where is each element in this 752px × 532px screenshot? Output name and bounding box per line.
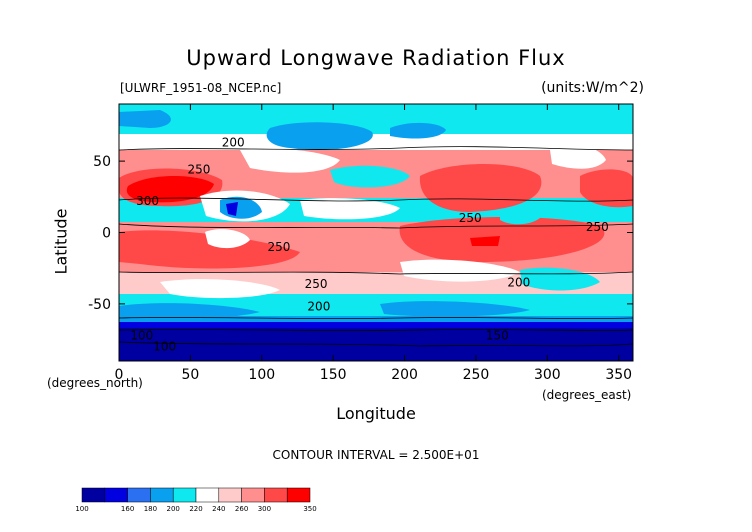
region-south-white-1	[160, 279, 280, 299]
region-south-blue-2	[380, 301, 530, 317]
region-south-pacific-white	[400, 259, 520, 282]
contour-label: 250	[586, 220, 609, 234]
x-tick-label: 350	[605, 367, 632, 383]
contour-line-6	[119, 329, 633, 331]
x-tick-label: 50	[181, 367, 199, 383]
region-sahara-core	[126, 176, 214, 203]
contour-label: 250	[305, 277, 328, 291]
dataset-filename: [ULWRF_1951-08_NCEP.nc]	[120, 81, 282, 95]
colorbar-swatch	[104, 487, 128, 503]
contour-label: 200	[507, 275, 530, 289]
colorbar-swatch	[172, 487, 197, 503]
contour-label: 150	[486, 328, 509, 342]
x-axis-ticks: 0 50 100 150 200 250 300 350	[115, 104, 632, 383]
contour-label: 250	[267, 240, 290, 254]
region-indian-warm	[119, 230, 300, 269]
y-tick-label: 50	[93, 154, 111, 170]
contour-line-7	[119, 341, 633, 347]
colorbar-tick-label: 160	[121, 505, 134, 513]
x-tick-label: 250	[463, 367, 490, 383]
contour-lines	[119, 146, 633, 347]
contour-label: 100	[130, 328, 153, 342]
colorbar-tick-label: 180	[144, 505, 157, 513]
region-pacific-core	[470, 236, 500, 246]
contour-label: 100	[153, 340, 176, 354]
contour-line-1	[119, 146, 633, 151]
x-tick-label: 0	[115, 367, 124, 383]
region-north-blue-3	[390, 122, 446, 139]
contour-line-2	[119, 197, 633, 202]
y-tick-label: 0	[102, 226, 111, 242]
colorbar-tick-label: 200	[167, 505, 180, 513]
contour-label: 250	[188, 163, 211, 177]
x-tick-label: 200	[391, 367, 418, 383]
region-safrica-white	[205, 229, 250, 249]
contour-line-4	[119, 271, 633, 275]
x-axis-unit: (degrees_east)	[542, 388, 632, 402]
band-antarctic-edge	[119, 322, 633, 330]
colorbar-tick-label: 260	[235, 505, 248, 513]
band-southern-ocean	[119, 316, 633, 326]
x-tick-label: 150	[320, 367, 347, 383]
colorbar-swatch	[286, 487, 311, 503]
region-pacific-warm	[399, 217, 605, 262]
colorbar: 100 160 180 200 220 240 260 300 350	[75, 487, 317, 513]
region-atlantic-warm	[580, 169, 633, 208]
contour-label: 200	[307, 300, 330, 314]
band-arctic	[119, 104, 633, 134]
region-north-white-sib	[240, 148, 340, 173]
region-north-blue-1	[266, 122, 373, 151]
colorbar-swatch	[81, 487, 106, 503]
region-amazon-cyan	[500, 207, 540, 225]
region-warmpool-deep	[226, 202, 238, 216]
y-axis-ticks: -50 0 50	[88, 154, 633, 313]
colorbar-swatch	[127, 487, 151, 503]
colorbar-tick-label: 300	[258, 505, 271, 513]
contour-label: 200	[222, 136, 245, 150]
contour-line-3	[119, 223, 633, 229]
y-tick-label: -50	[88, 297, 111, 313]
contour-interval-note: CONTOUR INTERVAL = 2.500E+01	[272, 448, 480, 462]
colorbar-tick-label: 350	[303, 505, 316, 513]
colorbar-swatch	[264, 487, 288, 503]
contour-line-5	[119, 317, 633, 319]
units-label: (units:W/m^2)	[541, 80, 644, 96]
colorbar-tick-label: 100	[75, 505, 88, 513]
colorbar-swatch	[241, 487, 265, 503]
contour-label: 250	[459, 211, 482, 225]
colorbar-tick-label: 220	[189, 505, 202, 513]
contour-label: 300	[136, 194, 159, 208]
colorbar-swatch	[218, 487, 242, 503]
region-na-cool	[550, 145, 606, 169]
colorbar-swatch	[150, 487, 174, 503]
colorbar-tick-label: 240	[212, 505, 225, 513]
chart-title: Upward Longwave Radiation Flux	[186, 46, 566, 70]
x-axis-label: Longitude	[336, 404, 416, 423]
region-north-blue-2	[119, 110, 171, 128]
x-tick-label: 100	[248, 367, 275, 383]
y-axis-unit: (degrees_north)	[47, 376, 143, 390]
heatmap-field	[119, 104, 633, 361]
region-north-cyan-sib	[330, 165, 410, 188]
colorbar-swatch	[195, 487, 220, 503]
x-tick-label: 300	[534, 367, 561, 383]
region-pacific-white	[300, 198, 400, 220]
region-south-blue-1	[119, 303, 260, 319]
